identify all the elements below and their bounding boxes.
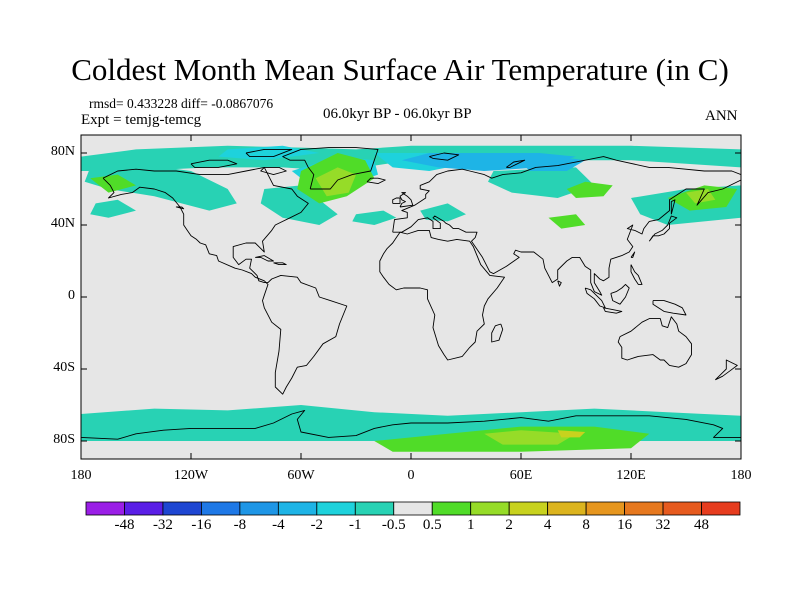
colorbar-swatch-4 xyxy=(239,501,279,516)
colorbar-label: 16 xyxy=(617,517,633,533)
plot-title: Coldest Month Mean Surface Air Temperatu… xyxy=(71,52,729,87)
coastline-18 xyxy=(630,251,636,258)
y-tick-label: 80S xyxy=(53,432,75,447)
coastline-24 xyxy=(245,148,293,158)
coastline-27 xyxy=(670,199,676,215)
coastline-7 xyxy=(392,197,401,204)
colorbar-label: 32 xyxy=(655,517,671,533)
colorbar-swatch-5 xyxy=(277,501,318,516)
x-tick-label: 180 xyxy=(730,468,752,483)
colorbar-label: -32 xyxy=(152,517,173,533)
anomaly-region-10 xyxy=(218,145,320,161)
coastline-25 xyxy=(260,166,287,176)
colorbar-swatch-1 xyxy=(124,501,164,516)
x-tick-label: 120E xyxy=(616,468,646,483)
coastline-11 xyxy=(603,307,623,314)
x-tick-label: 0 xyxy=(407,468,415,483)
coastline-1 xyxy=(282,147,379,190)
colorbar-label: 2 xyxy=(505,517,513,533)
colorbar-label: 8 xyxy=(582,517,590,533)
y-tick-label: 40S xyxy=(53,360,75,375)
coastline-5 xyxy=(81,409,741,440)
anomaly-region-4 xyxy=(420,203,466,222)
colorbar-label: -1 xyxy=(349,517,362,533)
colorbar-swatch-8 xyxy=(393,501,433,516)
coastline-21 xyxy=(429,152,460,161)
y-tick-label: 0 xyxy=(68,288,75,303)
coastline-20 xyxy=(557,280,562,287)
coastline-16 xyxy=(255,255,274,262)
experiment-label: Expt = temjg-temcg xyxy=(81,112,202,128)
colorbar-swatch-6 xyxy=(316,501,356,516)
colorbar-swatch-3 xyxy=(201,501,241,516)
colorbar-label: -0.5 xyxy=(381,517,406,533)
coastline-13 xyxy=(652,300,687,316)
anomaly-region-23 xyxy=(557,430,586,438)
x-tick-label: 120W xyxy=(173,468,209,483)
colorbar-label: 1 xyxy=(466,517,475,533)
coastline-19 xyxy=(630,264,643,285)
colorbar-swatch-13 xyxy=(585,501,625,516)
season-label: ANN xyxy=(705,108,738,124)
y-tick-label: 40N xyxy=(50,216,75,231)
colorbar-label: -16 xyxy=(191,517,212,533)
colorbar-label: 0.5 xyxy=(422,517,442,533)
colorbar-swatch-7 xyxy=(354,501,395,516)
coastline-4 xyxy=(617,316,692,368)
anomaly-region-7 xyxy=(90,199,136,218)
x-tick-label: 180 xyxy=(70,468,92,483)
anomaly-region-16 xyxy=(566,181,613,198)
colorbar-label: -48 xyxy=(114,517,135,533)
coastline-10 xyxy=(584,287,606,309)
colorbar-label: -8 xyxy=(233,517,247,533)
anomaly-region-5 xyxy=(488,167,595,198)
x-tick-label: 60W xyxy=(287,468,315,483)
stats-label: rmsd= 0.433228 diff= -0.0867076 xyxy=(89,96,274,111)
coastline-3 xyxy=(379,229,505,361)
colorbar-swatch-10 xyxy=(470,501,510,516)
colorbar-label: 4 xyxy=(543,517,552,533)
coastline-23 xyxy=(190,159,238,168)
coastline-26 xyxy=(175,206,185,210)
anomaly-region-2 xyxy=(260,185,338,225)
coastline-2 xyxy=(392,156,741,296)
coastline-6 xyxy=(399,192,414,208)
colorbar-label: -2 xyxy=(310,517,324,533)
anomaly-region-22 xyxy=(484,430,576,445)
colorbar-label: 48 xyxy=(694,517,710,533)
colorbar-swatch-16 xyxy=(701,501,741,516)
anomaly-region-1 xyxy=(84,163,237,211)
x-tick-label: 60E xyxy=(509,468,533,483)
anomaly-region-3 xyxy=(352,210,397,225)
colorbar-swatch-9 xyxy=(431,501,472,516)
coastline-12 xyxy=(610,283,630,305)
anomaly-region-20 xyxy=(548,214,586,229)
colorbar-swatch-2 xyxy=(162,501,202,516)
coastline-15 xyxy=(714,359,738,381)
y-tick-label: 80N xyxy=(50,144,75,159)
coastline-0 xyxy=(102,166,348,395)
colorbar-swatch-0 xyxy=(85,501,125,516)
coastline-17 xyxy=(273,262,287,266)
colorbar-swatch-11 xyxy=(508,501,549,516)
colorbar-swatch-12 xyxy=(547,501,587,516)
coastline-8 xyxy=(366,177,386,185)
colorbar-label: -4 xyxy=(272,517,285,533)
colorbar-swatch-14 xyxy=(624,501,664,516)
colorbar-swatch-15 xyxy=(662,501,702,516)
anomaly-region-19 xyxy=(90,174,136,193)
coastline-14 xyxy=(491,323,504,343)
coastline-22 xyxy=(506,159,526,168)
period-label: 06.0kyr BP - 06.0kyr BP xyxy=(323,106,472,122)
colorbar xyxy=(85,501,741,516)
coastline-9 xyxy=(648,215,678,242)
